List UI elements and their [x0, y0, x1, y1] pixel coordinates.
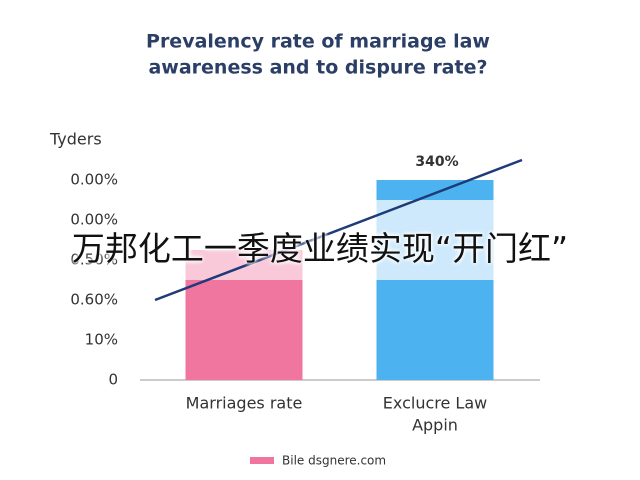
x-tick-label: Appin: [412, 416, 458, 435]
trend-line: [154, 158, 523, 302]
y-tick-label: 0: [108, 371, 118, 389]
y-tick-label: 0.60%: [70, 291, 118, 309]
bar-segment: [376, 180, 494, 200]
annotation: 340%: [415, 154, 458, 170]
y-tick-label: 0.00%: [70, 171, 118, 189]
legend-swatch: [250, 457, 274, 464]
x-tick-label: Marriages rate: [186, 394, 303, 413]
bar-segment: [376, 280, 494, 380]
x-tick-label: Exclucre Law: [383, 394, 487, 413]
y-tick-label: 0.50%: [70, 251, 118, 269]
chart-title: Prevalency rate of marriage law: [146, 31, 490, 53]
legend-label: Bile dsgnere.com: [282, 454, 386, 468]
bar-segment: [376, 200, 494, 280]
bar-segment: [185, 280, 303, 380]
overlay-caption: 万邦化工一季度业绩实现“开门红”: [71, 229, 569, 268]
y-tick-label: 0.00%: [70, 211, 118, 229]
chart-title: awareness and to dispure rate?: [148, 57, 487, 79]
y-tick-label: 10%: [85, 331, 118, 349]
y-axis-label: Tyders: [49, 130, 102, 149]
